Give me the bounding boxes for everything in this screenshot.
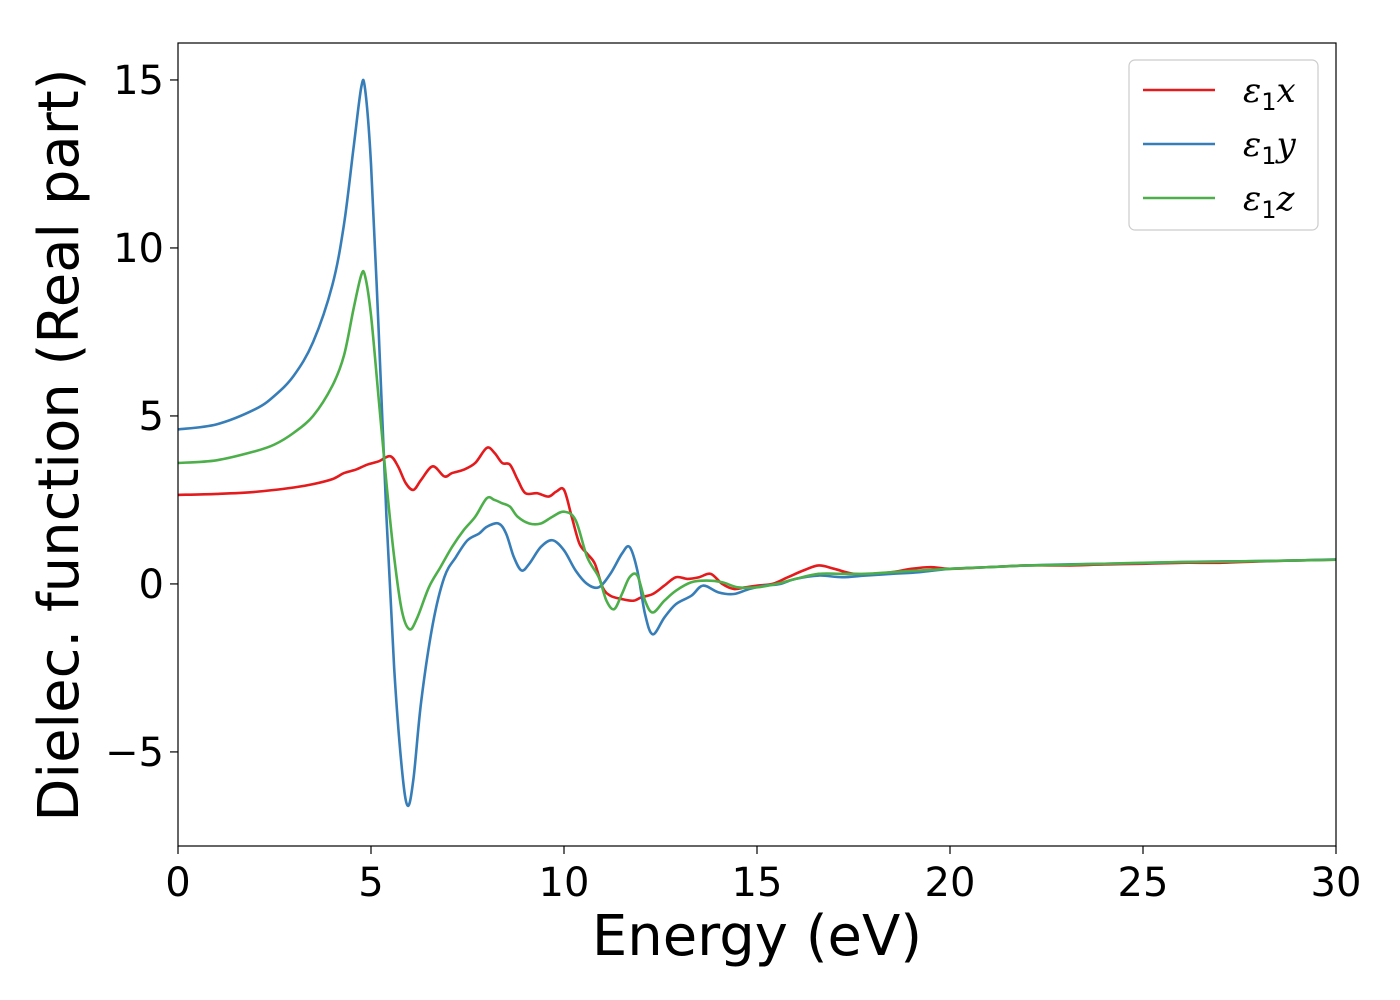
legend: ε1x ε1y ε1z — [1128, 59, 1319, 231]
x-tick-label: 0 — [165, 860, 190, 906]
y-tick-label: 10 — [113, 226, 164, 272]
x-tick-label: 10 — [539, 860, 590, 906]
series-line-z — [178, 269, 1336, 631]
legend-label-y: ε1y — [1243, 125, 1297, 170]
x-tick-label: 30 — [1311, 860, 1362, 906]
legend-box — [1128, 59, 1319, 231]
series-line-y — [178, 78, 1336, 808]
series-layer — [178, 78, 1336, 808]
legend-label-x: ε1x — [1243, 71, 1296, 116]
y-tick-label: 5 — [139, 394, 164, 440]
y-tick-label: −5 — [105, 730, 164, 776]
x-axis: 0 5 10 15 20 25 30 — [165, 846, 1361, 906]
x-axis-label: Energy (eV) — [592, 904, 922, 969]
x-tick-label: 20 — [925, 860, 976, 906]
y-axis-label: Dielec. function (Real part) — [27, 68, 92, 821]
x-tick-label: 25 — [1118, 860, 1169, 906]
y-tick-label: 0 — [139, 562, 164, 608]
x-tick-label: 5 — [358, 860, 383, 906]
y-tick-label: 15 — [113, 58, 164, 104]
x-tick-label: 15 — [732, 860, 783, 906]
y-axis: −5 0 5 10 15 — [105, 58, 178, 776]
series-line-x — [178, 446, 1336, 603]
legend-label-z: ε1z — [1243, 179, 1296, 224]
